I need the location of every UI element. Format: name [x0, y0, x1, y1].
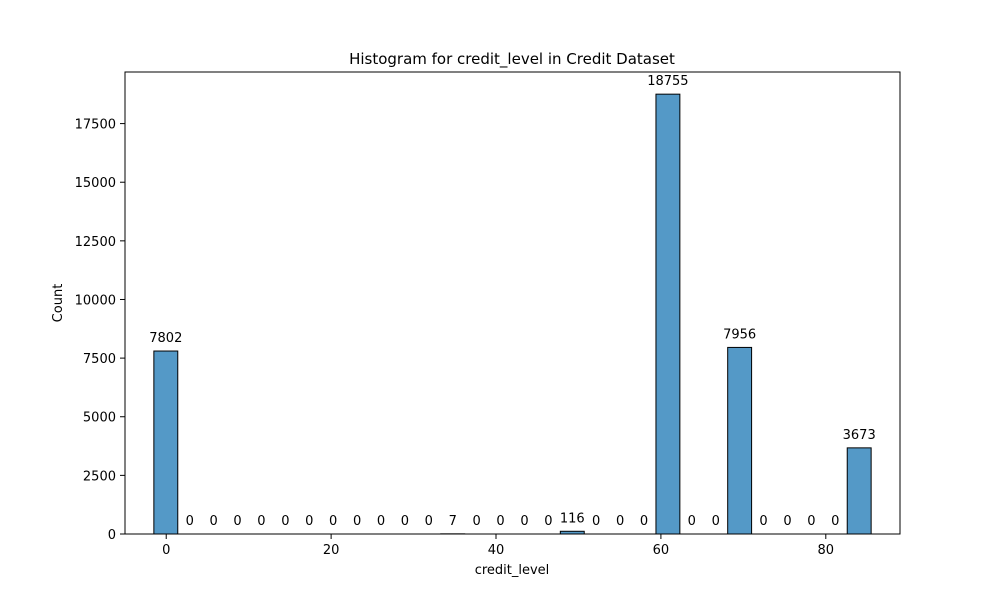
bar-value-label: 0	[209, 514, 217, 529]
x-tick-label: 40	[488, 543, 505, 558]
bar-value-label: 3673	[843, 428, 876, 443]
bar-value-label: 0	[186, 514, 194, 529]
x-tick-label: 60	[653, 543, 670, 558]
bar-value-label: 0	[688, 514, 696, 529]
bar-value-label: 116	[560, 511, 585, 526]
bar-value-label: 7956	[723, 327, 756, 342]
bar-value-label: 0	[831, 514, 839, 529]
bar-value-label: 7802	[149, 331, 182, 346]
bar-value-label: 0	[329, 514, 337, 529]
bar-value-label: 0	[257, 514, 265, 529]
bar-value-label: 18755	[647, 74, 688, 89]
x-tick-label: 0	[162, 543, 170, 558]
bar-value-label: 0	[592, 514, 600, 529]
bar-value-label: 0	[520, 514, 528, 529]
y-tick-label: 12500	[75, 235, 116, 250]
bar-value-label: 0	[807, 514, 815, 529]
bar-value-label: 0	[496, 514, 504, 529]
bar-value-label: 7	[449, 514, 457, 529]
y-tick-label: 7500	[83, 352, 116, 367]
x-axis-label: credit_level	[475, 563, 550, 578]
bar-value-label: 0	[759, 514, 767, 529]
histogram-bar	[847, 448, 871, 534]
chart-title: Histogram for credit_level in Credit Dat…	[349, 50, 675, 69]
bar-value-label: 0	[544, 514, 552, 529]
bar-value-label: 0	[425, 514, 433, 529]
histogram-bar	[656, 94, 680, 534]
bar-value-label: 0	[616, 514, 624, 529]
y-tick-label: 0	[108, 528, 116, 543]
y-axis-label: Count	[51, 284, 66, 323]
bar-value-label: 0	[305, 514, 313, 529]
y-tick-label: 17500	[75, 118, 116, 133]
bar-value-label: 0	[377, 514, 385, 529]
x-tick-label: 20	[323, 543, 340, 558]
bar-value-label: 0	[640, 514, 648, 529]
bar-value-label: 0	[281, 514, 289, 529]
bar-value-label: 0	[712, 514, 720, 529]
bar-value-label: 0	[783, 514, 791, 529]
bar-value-label: 0	[233, 514, 241, 529]
x-tick-label: 80	[818, 543, 835, 558]
bar-value-label: 0	[401, 514, 409, 529]
histogram-bar	[728, 347, 752, 534]
y-tick-label: 2500	[83, 469, 116, 484]
bar-value-label: 0	[472, 514, 480, 529]
bar-value-label: 0	[353, 514, 361, 529]
y-tick-label: 15000	[75, 176, 116, 191]
histogram-bar	[154, 351, 178, 534]
y-tick-label: 5000	[83, 411, 116, 426]
y-tick-label: 10000	[75, 293, 116, 308]
